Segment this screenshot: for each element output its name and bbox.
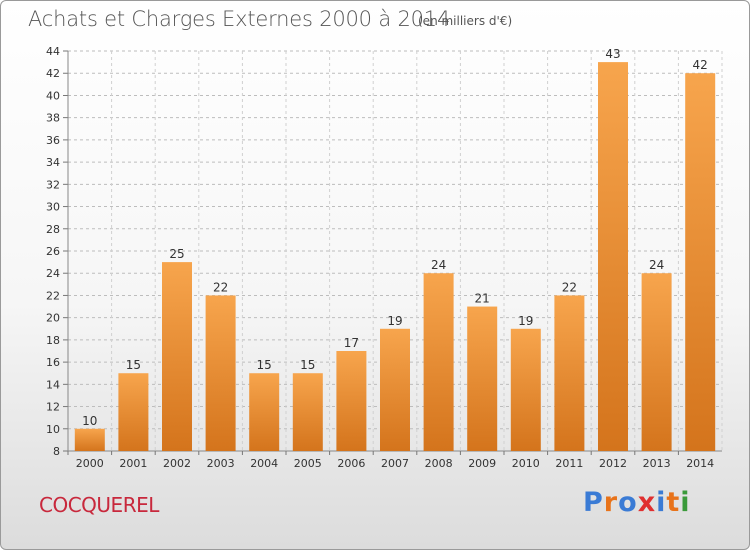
data-label: 25: [169, 247, 184, 261]
chart-subtitle: (en milliers d'€): [418, 14, 513, 28]
bar: [554, 295, 585, 451]
y-tick-label: 24: [46, 267, 60, 280]
bar: [74, 428, 105, 451]
data-label: 19: [518, 314, 533, 328]
x-tick-label: 2010: [512, 457, 540, 470]
y-tick-label: 22: [46, 289, 60, 302]
data-label: 43: [605, 47, 620, 61]
logo-letter: r: [603, 487, 619, 518]
y-tick-label: 12: [46, 401, 60, 414]
data-label: 22: [562, 280, 577, 294]
x-tick-label: 2012: [599, 457, 627, 470]
logo-letter: o: [618, 487, 638, 518]
y-tick-label: 44: [46, 45, 60, 58]
data-label: 15: [126, 358, 141, 372]
y-tick-label: 42: [46, 67, 60, 80]
logo-letter: i: [656, 487, 667, 518]
y-tick-label: 16: [46, 356, 60, 369]
data-label: 10: [82, 414, 97, 428]
bar: [467, 306, 498, 451]
y-tick-label: 30: [46, 201, 60, 214]
data-label: 21: [475, 292, 490, 306]
bars: [74, 62, 716, 451]
x-tick-label: 2013: [643, 457, 671, 470]
logo-letter: x: [637, 487, 657, 518]
data-label: 19: [387, 314, 402, 328]
chart-title: Achats et Charges Externes 2000 à 2014: [28, 7, 451, 31]
commune-name: COCQUEREL: [39, 493, 159, 517]
data-label: 24: [431, 258, 446, 272]
y-tick-label: 36: [46, 134, 60, 147]
data-label: 17: [344, 336, 359, 350]
bar: [510, 328, 541, 451]
x-tick-label: 2000: [76, 457, 104, 470]
data-label: 42: [693, 58, 708, 72]
bar: [423, 273, 454, 451]
x-tick-label: 2003: [207, 457, 235, 470]
y-tick-label: 14: [46, 378, 60, 391]
x-tick-label: 2009: [468, 457, 496, 470]
y-tick-label: 34: [46, 156, 60, 169]
data-label: 22: [213, 280, 228, 294]
data-labels: 10 15 25 22 15 15 17 19 24 21 19 22 43 24 42: [82, 47, 708, 428]
bar: [249, 373, 280, 451]
bar: [598, 62, 628, 451]
x-tick-label: 2014: [686, 457, 714, 470]
x-tick-label: 2001: [119, 457, 147, 470]
bar: [380, 328, 410, 451]
data-label: 24: [649, 258, 664, 272]
logo-letter: i: [680, 487, 691, 518]
y-tick-label: 38: [46, 112, 60, 125]
logo-letter: t: [666, 487, 681, 518]
data-label: 15: [300, 358, 315, 372]
y-tick-label: 20: [46, 312, 60, 325]
bar: [336, 351, 367, 451]
bar: [685, 73, 716, 451]
x-tick-label: 2004: [250, 457, 278, 470]
bar: [292, 373, 323, 451]
y-tick-label: 28: [46, 223, 60, 236]
y-tick-label: 40: [46, 89, 60, 102]
bar: [641, 273, 672, 451]
bar: [118, 373, 149, 451]
bar: [205, 295, 236, 451]
y-tick-label: 10: [46, 423, 60, 436]
x-tick-label: 2006: [337, 457, 365, 470]
x-tick-label: 2005: [294, 457, 322, 470]
x-tick-label: 2002: [163, 457, 191, 470]
x-tick-label: 2008: [425, 457, 453, 470]
bar: [162, 262, 192, 451]
x-tick-label: 2007: [381, 457, 409, 470]
y-tick-label: 32: [46, 178, 60, 191]
y-tick-label: 18: [46, 334, 60, 347]
x-tick-label: 2011: [555, 457, 583, 470]
proxiti-logo[interactable]: Proxiti: [583, 487, 691, 518]
y-tick-label: 26: [46, 245, 60, 258]
logo-letter: P: [583, 487, 604, 518]
data-label: 15: [257, 358, 272, 372]
y-tick-label: 8: [53, 445, 60, 458]
